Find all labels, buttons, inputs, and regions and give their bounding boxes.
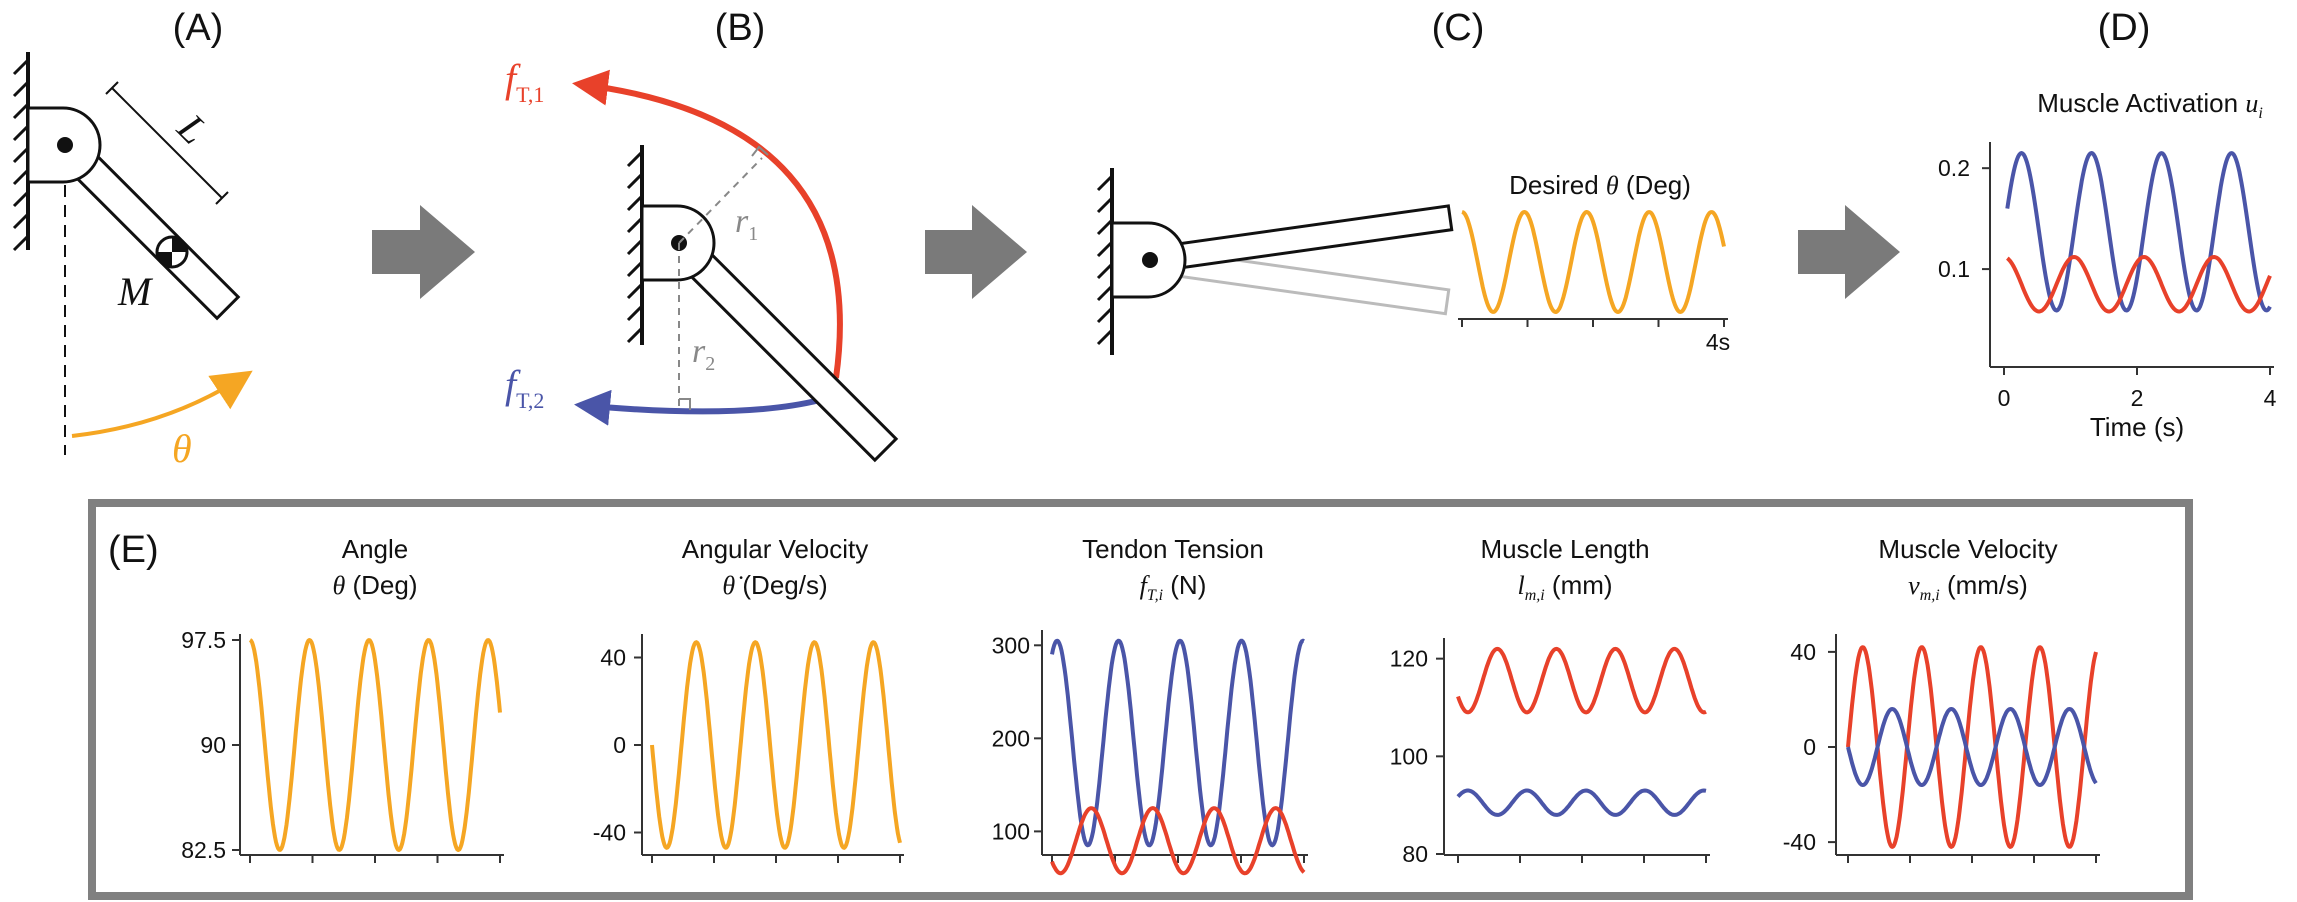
series-line-red [1846,645,2098,849]
angle-symbol: θ [172,426,192,471]
y-tick-label: 0.2 [1938,155,1970,181]
series-line-orange [1461,210,1726,314]
y-tick-label: 300 [992,632,1030,658]
y-tick-label: 0 [613,732,626,758]
y-tick-label: -40 [1783,829,1816,855]
series-line-red [1456,646,1707,715]
activation-chart: 0.1 0.2 [1938,142,2274,375]
wall-hatch-b [626,145,644,345]
force-red-label: fT,1 [505,56,544,107]
angle-chart: 82.5 90 97.5 [181,627,504,863]
center-of-mass-icon [155,235,189,269]
desired-title: Desired θ (Deg) [1509,170,1691,200]
angle-arc [71,370,253,438]
panel-e-frame [88,499,2193,900]
y-tick-label: 100 [992,818,1030,844]
y-tick-label: 80 [1402,841,1428,867]
panel-label-d: (D) [2098,7,2151,49]
angvel-subtitle: θ̇ (Deg/s) [722,570,827,600]
panel-label-c: (C) [1432,7,1485,49]
y-tick-label: 120 [1390,646,1428,672]
flow-arrow-2 [925,205,1027,299]
y-tick-label: 97.5 [181,627,226,653]
series-line-red [2006,255,2272,314]
y-tick-label: 40 [600,645,626,671]
force-blue-label: fT,2 [505,362,544,413]
panel-a-pendulum: L M θ [12,52,253,471]
y-tick-label: 200 [992,725,1030,751]
tendon-blue [574,389,821,426]
series-line-blue [1456,788,1707,817]
r1-label: r1 [735,203,758,245]
angle-title: Angle [342,534,409,564]
mvel-chart: -40 0 40 [1783,634,2100,863]
panel-label-e: (E) [108,529,159,571]
activation-title: Muscle Activation ui [2037,88,2263,122]
length-label: L [168,104,216,152]
wall-hatch-c [1096,168,1114,355]
moment-arm-r1 [678,157,763,244]
flow-arrow-1 [372,205,475,299]
tension-subtitle: fT,i (N) [1140,570,1207,604]
desired-chart [1458,210,1728,327]
mass-label: M [117,269,154,314]
angle-subtitle: θ (Deg) [332,570,417,600]
y-tick-label: 100 [1390,743,1428,769]
activation-xtick-4: 4 [2264,385,2277,411]
series-line-red [1050,806,1306,876]
mvel-title: Muscle Velocity [1878,534,2057,564]
length-bracket [111,87,223,199]
desired-xtick-label: 4s [1706,329,1730,355]
length-chart: 80 100 120 [1390,638,1710,867]
tension-title: Tendon Tension [1082,534,1264,564]
r2-label: r2 [692,333,715,375]
panel-label-a: (A) [173,7,224,49]
series-line-orange [248,638,502,852]
panel-c-desired: Desired θ (Deg) 4s [1096,168,1730,355]
y-tick-label: 0.1 [1938,256,1970,282]
panel-label-b: (B) [715,7,766,49]
series-line-orange [650,640,902,850]
y-tick-label: 0 [1803,734,1816,760]
angvel-title: Angular Velocity [682,534,868,564]
rod-c [1146,204,1454,274]
length-subtitle: lm,i (mm) [1517,570,1612,604]
tendon-red [572,69,843,379]
panel-d-activation: Muscle Activation ui 0.1 0.2 0 2 4 Time (… [1938,88,2277,442]
mvel-subtitle: vm,i (mm/s) [1908,570,2028,604]
flow-arrow-3 [1798,205,1900,299]
length-title: Muscle Length [1480,534,1649,564]
y-tick-label: 82.5 [181,837,226,863]
y-tick-label: 40 [1790,639,1816,665]
activation-xlabel: Time (s) [2090,412,2184,442]
activation-xtick-0: 0 [1998,385,2011,411]
wall-hatch-a [12,52,30,252]
y-tick-label: 90 [200,732,226,758]
tension-chart: 100 200 300 [992,630,1308,876]
panel-b-muscles: fT,1 fT,2 r1 r2 [505,56,899,463]
series-line-blue [1050,638,1305,848]
series-line-blue [1846,707,2098,787]
activation-xtick-2: 2 [2131,385,2144,411]
y-tick-label: -40 [593,820,626,846]
angvel-chart: -40 0 40 [593,634,904,863]
